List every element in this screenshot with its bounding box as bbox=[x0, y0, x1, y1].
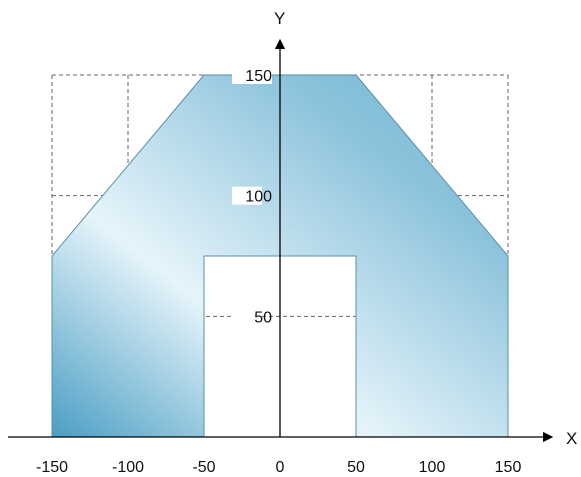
y-tick-label-bg bbox=[232, 186, 262, 205]
x-tick-label: 0 bbox=[276, 459, 285, 476]
x-tick-label: -50 bbox=[192, 459, 215, 476]
x-tick-label: -150 bbox=[36, 459, 68, 476]
x-tick-label: 50 bbox=[347, 459, 365, 476]
y-tick-label-bg bbox=[232, 307, 262, 326]
y-tick-label: 150 bbox=[245, 68, 272, 85]
y-tick-label: 100 bbox=[245, 189, 272, 206]
y-tick-labels: 50 100 150 bbox=[232, 66, 272, 326]
x-axis-title: X bbox=[566, 429, 577, 448]
y-axis-title: Y bbox=[274, 9, 285, 28]
x-tick-label: 100 bbox=[419, 459, 446, 476]
x-tick-labels: -150 -100 -50 0 50 100 150 bbox=[36, 459, 521, 476]
y-tick-label-bg bbox=[232, 66, 272, 84]
x-tick-label: 150 bbox=[495, 459, 522, 476]
x-tick-label: -100 bbox=[112, 459, 144, 476]
y-tick-label: 50 bbox=[254, 309, 272, 326]
